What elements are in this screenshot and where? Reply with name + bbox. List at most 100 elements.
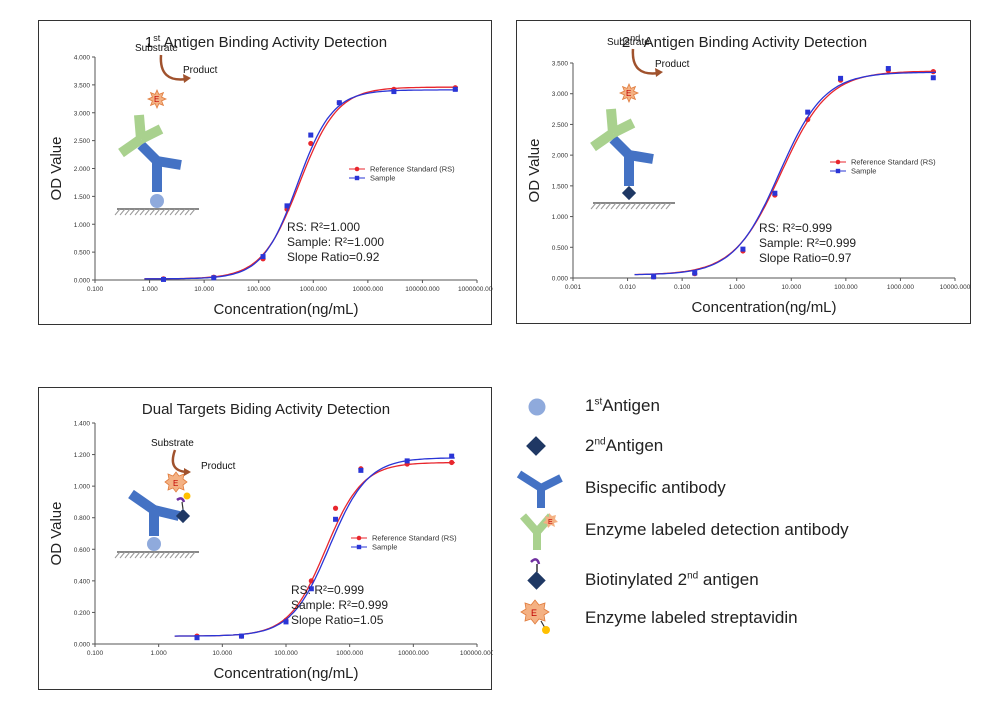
- legend-item-enzyme-detection-antibody: E Enzyme labeled detection antibody: [515, 513, 995, 550]
- legend-item-enzyme-streptavidin: E Enzyme labeled streptavidin: [515, 599, 995, 636]
- legend-item-antigen-1: 1stAntigen: [515, 390, 995, 424]
- x-tick-label: 10000.000: [940, 284, 971, 291]
- x-tick-label: 1.000: [729, 284, 746, 291]
- surface-hatch: [600, 202, 607, 210]
- detect-arm-right: [138, 124, 164, 144]
- x-tick-label: 10000.000: [352, 286, 383, 293]
- legend-marker-rs: [354, 166, 360, 172]
- legend-entry: Reference Standard (RS): [851, 158, 936, 167]
- surface-hatch: [605, 202, 612, 210]
- antigen-1-icon: [528, 398, 546, 416]
- surface-hatch: [159, 208, 166, 216]
- chart-legend: Reference Standard (RS)Sample: [830, 158, 936, 176]
- surface-hatch: [610, 202, 617, 210]
- legend-marker-rs: [356, 535, 362, 541]
- enzyme-label: E: [626, 89, 631, 98]
- y-tick-label: 0.800: [74, 515, 91, 522]
- sample-data-point: [740, 246, 746, 252]
- surface-hatch: [119, 208, 126, 216]
- arrow-head: [183, 74, 191, 83]
- sample-data-point: [308, 132, 314, 138]
- surface-hatch: [154, 208, 161, 216]
- rs-data-point: [308, 578, 314, 584]
- arrow-head: [655, 68, 663, 77]
- surface-hatch: [149, 551, 156, 559]
- antibody-arm-left: [137, 141, 161, 165]
- y-tick-label: 2.000: [74, 166, 91, 173]
- surface-hatch: [114, 208, 121, 216]
- chart-panel-1: 1st Antigen Binding Activity Detection 0.…: [38, 20, 493, 325]
- surface-hatch: [149, 208, 156, 216]
- substrate-label: Substrate: [151, 438, 194, 449]
- surface-hatch: [114, 551, 121, 559]
- substrate-label: Substrate: [607, 37, 650, 48]
- y-tick-label: 0.000: [74, 642, 91, 649]
- chart-svg-2: 2nd Antigen Binding Activity Detection 0.…: [526, 33, 971, 316]
- surface-hatch: [660, 202, 667, 210]
- bispecific-antibody-icon: [516, 470, 563, 508]
- product-label: Product: [183, 65, 218, 76]
- symbol-legend: 1stAntigen 2ndAntigen Bispecific antibod…: [515, 388, 995, 648]
- x-tick-label: 100.000: [274, 650, 298, 657]
- legend-marker-sample: [835, 168, 841, 174]
- assay-schematic: E Substrate Product: [114, 438, 236, 559]
- surface-hatch: [129, 208, 136, 216]
- y-tick-label: 0.600: [74, 547, 91, 554]
- legend-marker-sample: [356, 544, 362, 550]
- surface-hatch: [144, 551, 151, 559]
- y-tick-label: 1.500: [552, 183, 569, 190]
- surface-hatch: [159, 551, 166, 559]
- y-tick-label: 3.000: [552, 91, 569, 98]
- detect-arm-right: [610, 118, 636, 138]
- x-axis-label: Concentration(ng/mL): [213, 301, 358, 318]
- y-tick-label: 1.500: [74, 194, 91, 201]
- y-axis-label: OD Value: [48, 137, 65, 201]
- x-tick-label: 0.100: [87, 650, 104, 657]
- fit-statistic: RS: R²=1.000: [287, 220, 360, 234]
- enzyme-label: E: [154, 95, 159, 104]
- antibody-arm-left: [609, 135, 633, 159]
- surface-hatch: [129, 551, 136, 559]
- title-main: Dual Targets Biding Activity Detection: [142, 401, 390, 418]
- y-tick-label: 2.500: [74, 138, 91, 145]
- y-axis-label: OD Value: [48, 502, 65, 566]
- legend-label-enzyme-streptavidin: Enzyme labeled streptavidin: [585, 608, 798, 627]
- antibody-arm-right: [156, 156, 182, 170]
- surface-hatch: [169, 208, 176, 216]
- enzyme-streptavidin-icon: E: [520, 599, 550, 634]
- legend-item-antigen-2: 2ndAntigen: [515, 430, 995, 464]
- x-tick-label: 100.000: [247, 286, 271, 293]
- sample-data-point: [194, 635, 200, 641]
- sample-data-point: [391, 89, 397, 95]
- svg-text:E: E: [548, 519, 553, 526]
- surface-hatch: [184, 551, 191, 559]
- surface-hatch: [144, 208, 151, 216]
- surface-hatch: [635, 202, 642, 210]
- enzyme-icon: [146, 88, 168, 110]
- sample-data-point: [333, 516, 339, 522]
- bispecific-antibody-icon: [609, 135, 654, 186]
- bispecific-antibody-icon: [128, 489, 181, 536]
- surface-hatch: [134, 551, 141, 559]
- sample-fit-curve: [144, 89, 458, 280]
- product-label: Product: [655, 59, 690, 70]
- legend-entry: Sample: [851, 167, 876, 176]
- detect-stem: [118, 134, 144, 158]
- antigen-2-icon: [175, 508, 191, 524]
- x-tick-label: 10.000: [194, 286, 214, 293]
- y-tick-label: 1.200: [74, 452, 91, 459]
- legend-marker-sample: [354, 175, 360, 181]
- sample-data-point: [211, 275, 217, 281]
- surface-hatch: [645, 202, 652, 210]
- surface-hatch: [655, 202, 662, 210]
- chart-panel-3: Dual Targets Biding Activity Detection 0.…: [38, 387, 493, 690]
- x-tick-label: 0.100: [674, 284, 691, 291]
- y-axis-label: OD Value: [526, 139, 543, 203]
- product-label: Product: [201, 461, 236, 472]
- assay-schematic: E Substrate Product: [590, 37, 690, 210]
- legend-item-bispecific-antibody: Bispecific antibody: [515, 470, 995, 508]
- sample-data-point: [336, 100, 342, 106]
- legend-marker-rs: [835, 159, 841, 165]
- y-tick-label: 3.000: [74, 110, 91, 117]
- title-main: Antigen Binding Activity Detection: [640, 34, 867, 51]
